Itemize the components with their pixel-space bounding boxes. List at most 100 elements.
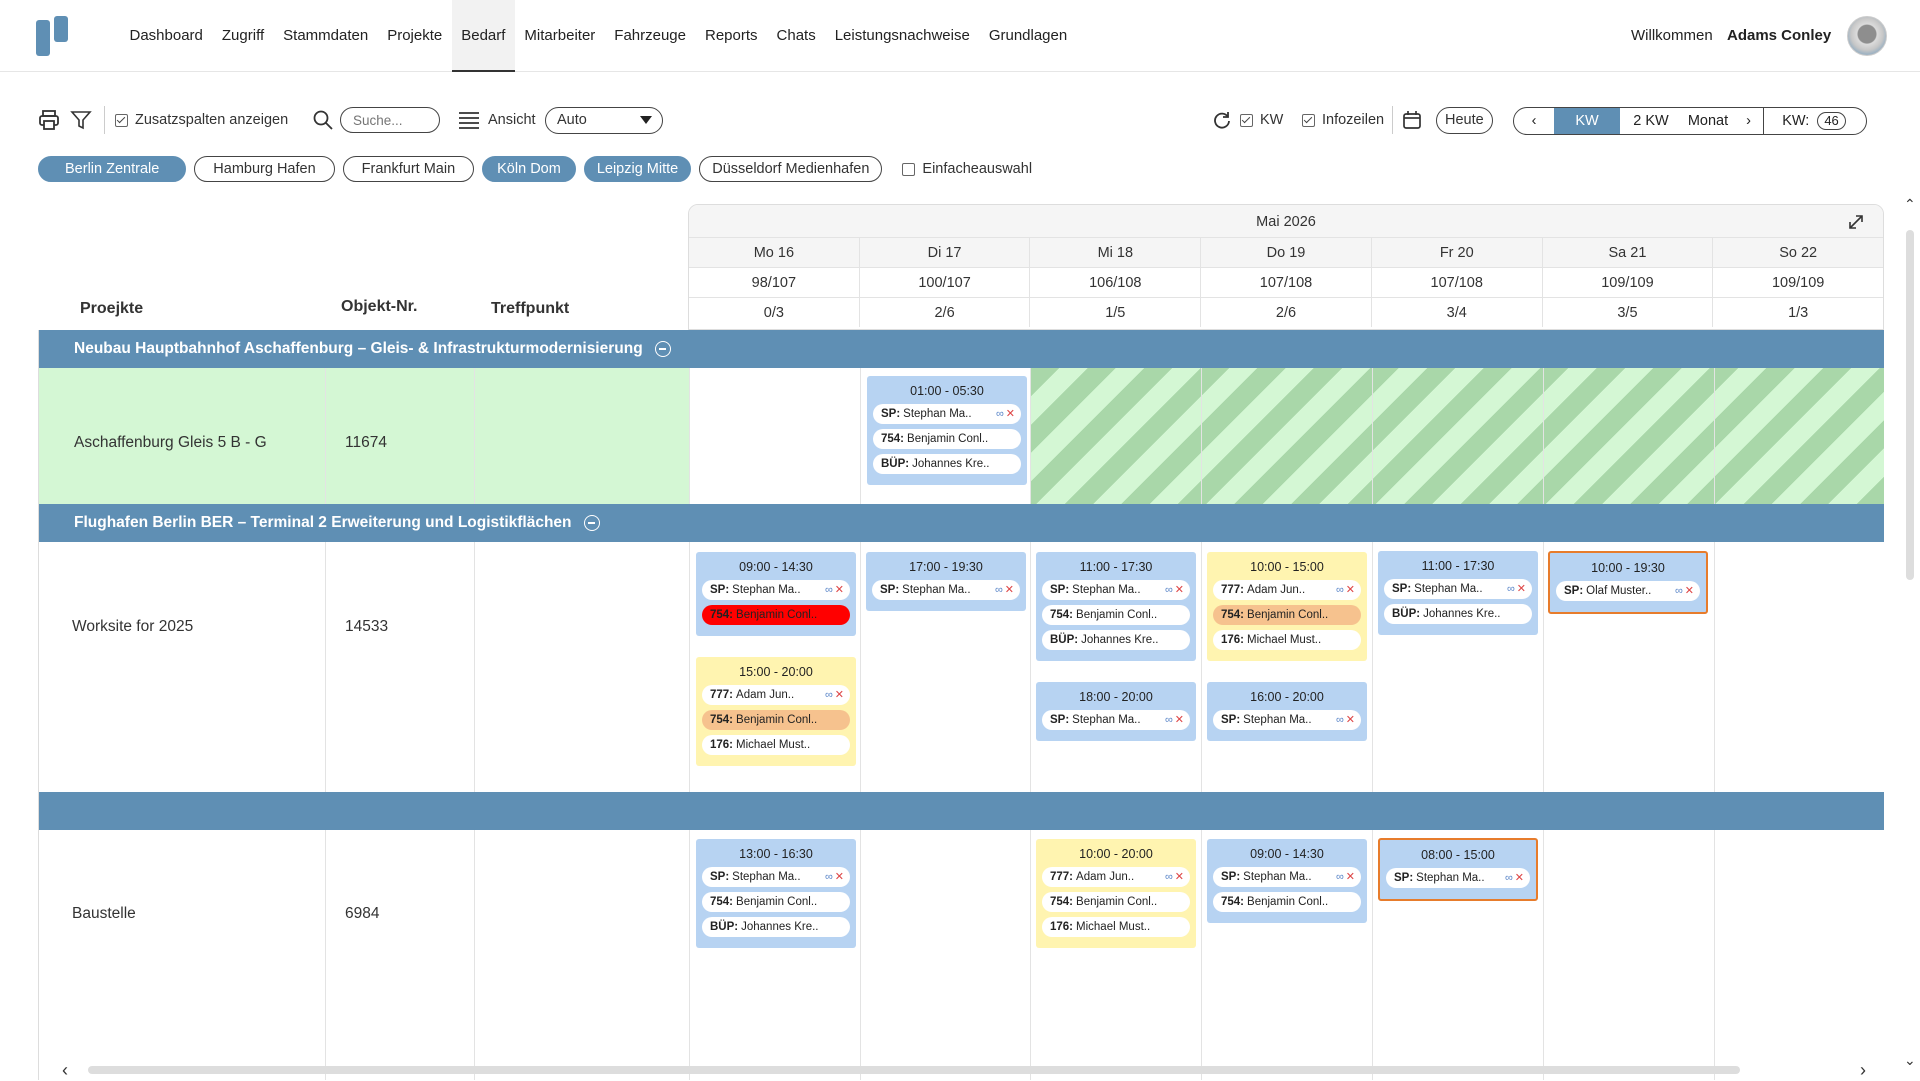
staff-chip[interactable]: 754: Benjamin Conl..: [702, 710, 850, 730]
link-icon[interactable]: ∞: [824, 689, 833, 701]
remove-icon[interactable]: ✕: [1174, 871, 1184, 883]
location-hamburg-hafen[interactable]: Hamburg Hafen: [194, 156, 335, 182]
nav-stammdaten[interactable]: Stammdaten: [283, 27, 369, 44]
collapse-icon[interactable]: [583, 515, 600, 531]
staff-chip[interactable]: 176: Michael Must..: [702, 735, 850, 755]
remove-icon[interactable]: ✕: [1004, 584, 1014, 596]
remove-icon[interactable]: ✕: [1174, 714, 1184, 726]
staff-chip[interactable]: 777: Adam Jun.. ∞ ✕: [702, 685, 850, 705]
column-header-object[interactable]: Objekt-Nr.: [341, 298, 418, 315]
nav-mitarbeiter[interactable]: Mitarbeiter: [524, 27, 596, 44]
staff-chip[interactable]: BÜP: Johannes Kre..: [1384, 604, 1532, 624]
user-avatar[interactable]: [1847, 16, 1887, 56]
shift-card[interactable]: 09:00 - 14:30 SP: Stephan Ma.. ∞ ✕ 754: Benjam…: [1207, 839, 1367, 923]
link-icon[interactable]: ∞: [1674, 585, 1683, 597]
remove-icon[interactable]: ✕: [1005, 408, 1015, 420]
nav-leistungsnachweise[interactable]: Leistungsnachweise: [834, 27, 970, 44]
staff-chip[interactable]: 754: Benjamin Conl..: [702, 605, 850, 625]
staff-chip[interactable]: 176: Michael Must..: [1042, 917, 1190, 937]
remove-icon[interactable]: ✕: [1174, 584, 1184, 596]
shift-card[interactable]: 18:00 - 20:00 SP: Stephan Ma.. ∞ ✕: [1036, 682, 1196, 741]
shift-card[interactable]: 15:00 - 20:00 777: Adam Jun.. ∞ ✕ 754: Benjami…: [696, 657, 856, 766]
staff-chip[interactable]: 754: Benjamin Conl..: [1213, 892, 1361, 912]
user-name[interactable]: Adams Conley: [1727, 27, 1832, 44]
link-icon[interactable]: ∞: [824, 584, 833, 596]
nav-fahrzeuge[interactable]: Fahrzeuge: [614, 27, 686, 44]
calendar-button[interactable]: [1402, 100, 1422, 140]
nav-dashboard[interactable]: Dashboard: [129, 27, 203, 44]
nav-reports[interactable]: Reports: [705, 27, 758, 44]
horizontal-scrollbar[interactable]: [88, 1066, 1740, 1074]
remove-icon[interactable]: ✕: [834, 584, 844, 596]
column-header-meeting[interactable]: Treffpunkt: [491, 300, 570, 317]
kw-number-field[interactable]: KW: 46: [1764, 108, 1864, 134]
remove-icon[interactable]: ✕: [834, 871, 844, 883]
staff-chip[interactable]: BÜP: Johannes Kre..: [873, 454, 1021, 474]
infozeilen-checkbox[interactable]: [1302, 113, 1315, 127]
staff-chip[interactable]: 754: Benjamin Conl..: [1042, 605, 1190, 625]
filter-button[interactable]: [70, 100, 92, 140]
staff-chip[interactable]: SP: Stephan Ma.. ∞ ✕: [1042, 580, 1190, 600]
shift-card[interactable]: 08:00 - 15:00 SP: Stephan Ma.. ∞ ✕: [1378, 838, 1538, 901]
staff-chip[interactable]: BÜP: Johannes Kre..: [1042, 630, 1190, 650]
scroll-up-icon[interactable]: ⌃: [1904, 196, 1916, 212]
staff-chip[interactable]: SP: Stephan Ma.. ∞ ✕: [1042, 710, 1190, 730]
shift-card[interactable]: 10:00 - 19:30 SP: Olaf Muster.. ∞ ✕: [1548, 551, 1708, 614]
staff-chip[interactable]: SP: Stephan Ma.. ∞ ✕: [1213, 867, 1361, 887]
link-icon[interactable]: ∞: [994, 584, 1003, 596]
location-koeln-dom[interactable]: Köln Dom: [482, 156, 576, 182]
vertical-scrollbar[interactable]: [1906, 230, 1914, 580]
shift-card[interactable]: 10:00 - 15:00 777: Adam Jun.. ∞ ✕ 754: Benjami…: [1207, 552, 1367, 661]
link-icon[interactable]: ∞: [824, 871, 833, 883]
staff-chip[interactable]: SP: Olaf Muster.. ∞ ✕: [1556, 581, 1700, 601]
column-header-projects[interactable]: Proejkte: [80, 300, 144, 317]
staff-chip[interactable]: SP: Stephan Ma.. ∞ ✕: [1386, 868, 1530, 888]
staff-chip[interactable]: 777: Adam Jun.. ∞ ✕: [1213, 580, 1361, 600]
staff-chip[interactable]: SP: Stephan Ma.. ∞ ✕: [1384, 579, 1532, 599]
nav-projekte[interactable]: Projekte: [387, 27, 443, 44]
link-icon[interactable]: ∞: [1335, 584, 1344, 596]
range-2kw[interactable]: 2 KW: [1633, 113, 1669, 129]
remove-icon[interactable]: ✕: [834, 689, 844, 701]
staff-chip[interactable]: 754: Benjamin Conl..: [873, 429, 1021, 449]
remove-icon[interactable]: ✕: [1345, 871, 1355, 883]
collapse-icon[interactable]: [654, 341, 671, 357]
link-icon[interactable]: ∞: [1164, 714, 1173, 726]
shift-card[interactable]: 13:00 - 16:30 SP: Stephan Ma.. ∞ ✕ 754: Benjam…: [696, 839, 856, 948]
remove-icon[interactable]: ✕: [1684, 585, 1694, 597]
search-icon[interactable]: [312, 100, 334, 140]
prev-button[interactable]: ‹: [1514, 108, 1554, 134]
staff-chip[interactable]: SP: Stephan Ma.. ∞ ✕: [702, 580, 850, 600]
extra-columns-checkbox[interactable]: [115, 113, 128, 127]
group-header[interactable]: Neubau Hauptbahnhof Aschaffenburg – Glei…: [39, 330, 1884, 368]
scroll-down-icon[interactable]: ⌄: [1904, 1052, 1916, 1068]
print-button[interactable]: [38, 100, 60, 140]
range-month[interactable]: Monat: [1687, 113, 1729, 129]
remove-icon[interactable]: ✕: [1516, 583, 1526, 595]
kw-checkbox[interactable]: [1240, 113, 1253, 127]
single-select-checkbox[interactable]: [902, 162, 916, 176]
link-icon[interactable]: ∞: [995, 408, 1004, 420]
group-header[interactable]: Flughafen Berlin BER – Terminal 2 Erweit…: [39, 504, 1884, 542]
nav-chats[interactable]: Chats: [776, 27, 816, 44]
remove-icon[interactable]: ✕: [1345, 584, 1355, 596]
shift-card[interactable]: 10:00 - 20:00 777: Adam Jun.. ∞ ✕ 754: Benjami…: [1036, 839, 1196, 948]
location-duesseldorf-medienhafen[interactable]: Düsseldorf Medienhafen: [699, 156, 883, 182]
search-input[interactable]: [340, 107, 440, 133]
shift-card[interactable]: 01:00 - 05:30 SP: Stephan Ma.. ∞ ✕ 754: Benjam…: [867, 376, 1027, 485]
view-select[interactable]: Auto: [545, 106, 663, 134]
infozeilen-toggle[interactable]: Infozeilen: [1302, 106, 1394, 134]
nav-bedarf[interactable]: Bedarf: [451, 0, 515, 72]
today-button[interactable]: Heute: [1436, 106, 1493, 134]
staff-chip[interactable]: SP: Stephan Ma.. ∞ ✕: [873, 404, 1021, 424]
link-icon[interactable]: ∞: [1164, 584, 1173, 596]
group-header[interactable]: [39, 792, 1884, 830]
shift-card[interactable]: 09:00 - 14:30 SP: Stephan Ma.. ∞ ✕ 754: Benjam…: [696, 552, 856, 636]
staff-chip[interactable]: 754: Benjamin Conl..: [702, 892, 850, 912]
staff-chip[interactable]: 754: Benjamin Conl..: [1042, 892, 1190, 912]
staff-chip[interactable]: SP: Stephan Ma.. ∞ ✕: [872, 580, 1020, 600]
location-frankfurt-main[interactable]: Frankfurt Main: [342, 156, 475, 182]
link-icon[interactable]: ∞: [1164, 871, 1173, 883]
staff-chip[interactable]: 754: Benjamin Conl..: [1213, 605, 1361, 625]
staff-chip[interactable]: BÜP: Johannes Kre..: [702, 917, 850, 937]
